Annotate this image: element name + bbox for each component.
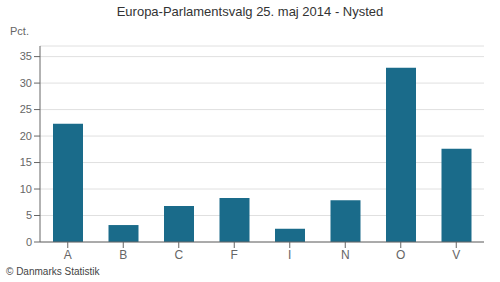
svg-text:O: O [396, 248, 405, 262]
svg-text:N: N [341, 248, 350, 262]
svg-text:I: I [288, 248, 291, 262]
svg-text:20: 20 [20, 130, 32, 142]
svg-text:A: A [64, 248, 72, 262]
svg-text:C: C [174, 248, 183, 262]
svg-text:B: B [119, 248, 127, 262]
svg-text:15: 15 [20, 156, 32, 168]
html-text:© Danmarks Statistik: © Danmarks Statistik [6, 266, 100, 277]
svg-text:F: F [231, 248, 238, 262]
svg-text:35: 35 [20, 50, 32, 62]
svg-text:V: V [452, 248, 460, 262]
html-text:Europa-Parlamentsvalg 25. maj: Europa-Parlamentsvalg 25. maj 2014 - Nys… [116, 4, 384, 19]
svg-text:30: 30 [20, 77, 32, 89]
svg-text:25: 25 [20, 103, 32, 115]
html-text:Pct.: Pct. [10, 25, 29, 37]
svg-text:0: 0 [26, 236, 32, 248]
svg-text:10: 10 [20, 183, 32, 195]
svg-text:5: 5 [26, 209, 32, 221]
